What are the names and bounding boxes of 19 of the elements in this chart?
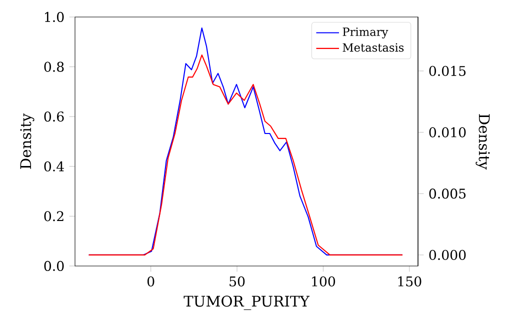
y-tick-label: 0.8 bbox=[44, 62, 64, 72]
y-tick-label: 0.4 bbox=[44, 161, 64, 172]
y-tick-label: 0.0 bbox=[44, 260, 64, 272]
x-tick-label: 0 bbox=[147, 276, 154, 286]
legend-label: Metastasis bbox=[342, 43, 404, 52]
y2-tick-label: 0.015 bbox=[429, 66, 466, 76]
y-tick-label: 0.2 bbox=[44, 211, 64, 222]
y-tick-label: 1.0 bbox=[45, 12, 64, 22]
x-axis-title: TUMOR_PURITY bbox=[184, 296, 310, 310]
y-tick-label: 0.6 bbox=[44, 112, 64, 122]
legend-label: Primary bbox=[342, 28, 388, 38]
y2-axis-title: Density bbox=[476, 114, 490, 170]
y-axis-title: Density bbox=[20, 113, 34, 169]
x-tick-label: 50 bbox=[230, 276, 245, 286]
y2-tick-label: 0.000 bbox=[429, 250, 466, 260]
x-tick-label: 150 bbox=[398, 276, 422, 286]
x-tick-label: 100 bbox=[312, 276, 336, 286]
y2-tick-label: 0.005 bbox=[429, 188, 466, 199]
y2-tick-label: 0.010 bbox=[429, 127, 466, 138]
